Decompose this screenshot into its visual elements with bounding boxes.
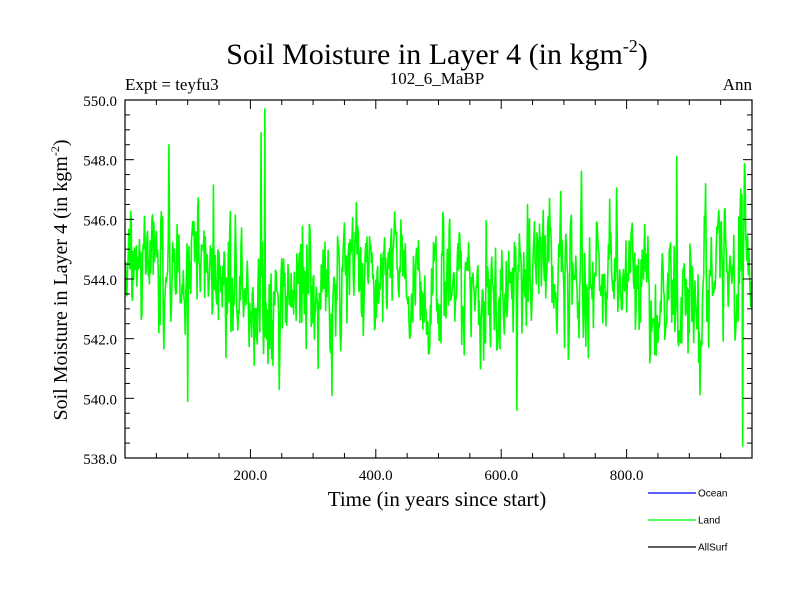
y-tick-label: 550.0 [83,94,117,110]
y-axis-label: Soil Moisture in Layer 4 (in kgm-2) [48,139,72,420]
subtitle-experiment: Expt = teyfu3 [125,75,219,94]
y-tick-label: 538.0 [83,452,117,468]
x-tick-label: 400.0 [359,468,393,484]
legend-label-land: Land [698,516,720,527]
x-tick-label: 200.0 [234,468,268,484]
y-tick-label: 544.0 [83,273,117,289]
x-axis-label: Time (in years since start) [328,487,547,511]
subtitle-period: 102_6_MaBP [390,69,484,88]
y-tick-label: 548.0 [83,154,117,170]
legend-label-ocean: Ocean [698,489,727,500]
plot-frame [124,99,753,459]
series-layer [124,108,753,447]
chart-title: Soil Moisture in Layer 4 (in kgm-2) [226,36,648,71]
legend: Ocean Land AllSurf [648,489,728,554]
y-tick-label: 542.0 [83,333,117,349]
subtitle-season: Ann [723,75,753,94]
legend-label-allsurf: AllSurf [698,543,728,554]
series-line-land [124,108,753,447]
y-tick-label: 546.0 [83,213,117,229]
x-tick-label: 800.0 [610,468,644,484]
x-tick-label: 600.0 [484,468,518,484]
y-tick-label: 540.0 [83,392,117,408]
